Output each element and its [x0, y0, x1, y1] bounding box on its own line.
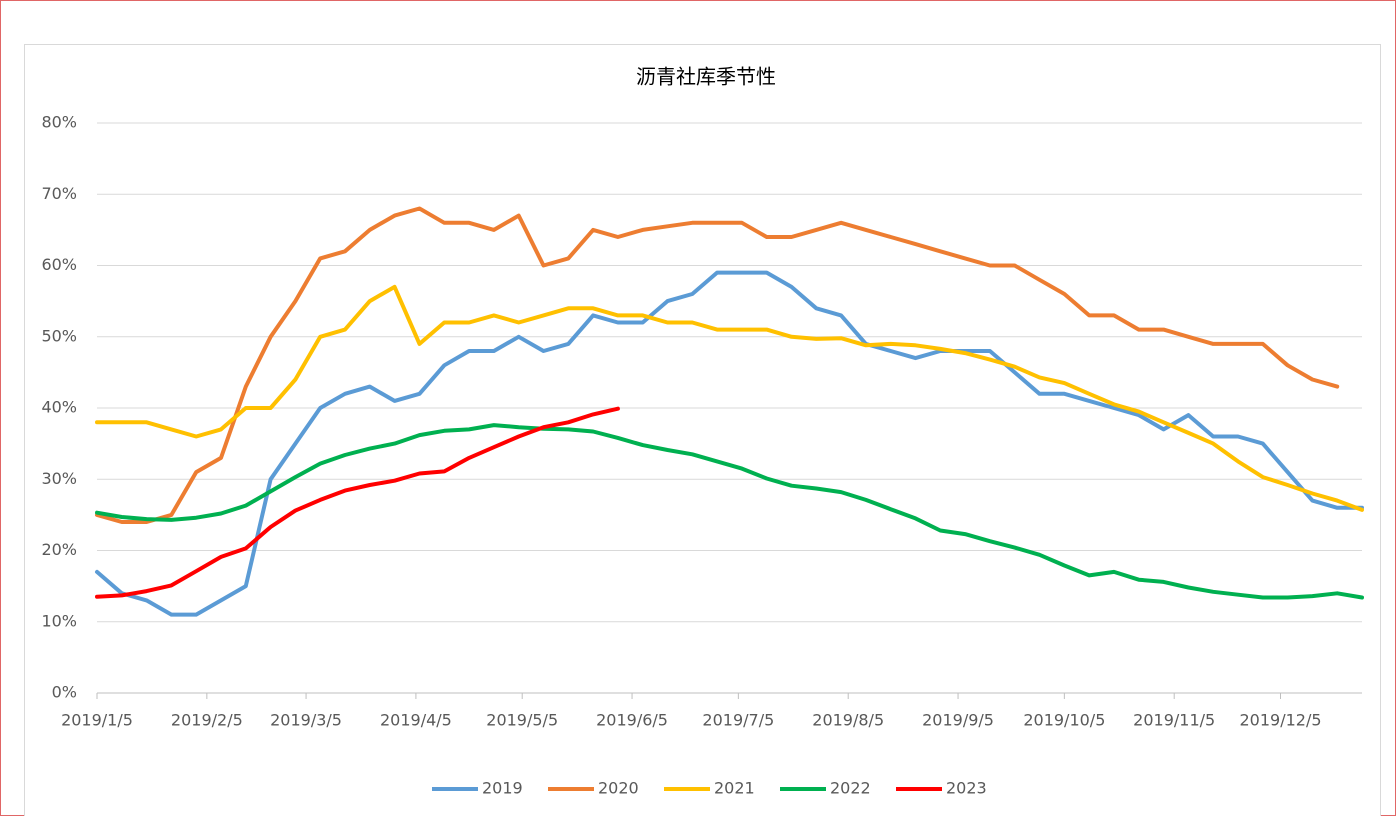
- legend-label: 2022: [830, 779, 871, 798]
- y-tick-label: 50%: [41, 326, 77, 345]
- x-tick-label: 2019/3/5: [270, 711, 342, 730]
- x-tick-label: 2019/1/5: [61, 711, 133, 730]
- x-tick-label: 2019/7/5: [702, 711, 774, 730]
- chart-title: 沥青社库季节性: [636, 65, 776, 89]
- legend-label: 2023: [946, 779, 987, 798]
- chart-area: [24, 44, 1381, 816]
- y-tick-label: 70%: [41, 184, 77, 203]
- legend-label: 2021: [714, 779, 755, 798]
- y-tick-label: 80%: [41, 113, 77, 132]
- x-tick-label: 2019/12/5: [1239, 711, 1321, 730]
- x-tick-label: 2019/6/5: [596, 711, 668, 730]
- y-tick-label: 20%: [41, 540, 77, 559]
- x-tick-label: 2019/10/5: [1023, 711, 1105, 730]
- legend-label: 2019: [482, 779, 523, 798]
- series-line: [95, 406, 620, 599]
- x-tick-label: 2019/9/5: [922, 711, 994, 730]
- y-tick-label: 60%: [41, 255, 77, 274]
- legend-label: 2020: [598, 779, 639, 798]
- series-line: [95, 206, 1340, 524]
- series-line: [95, 423, 1364, 600]
- y-tick-label: 40%: [41, 398, 77, 417]
- x-tick-label: 2019/4/5: [380, 711, 452, 730]
- x-tick-label: 2019/11/5: [1133, 711, 1215, 730]
- y-tick-label: 30%: [41, 469, 77, 488]
- series-line: [95, 284, 1364, 512]
- series-line: [95, 270, 1364, 617]
- x-tick-label: 2019/5/5: [486, 711, 558, 730]
- y-tick-label: 10%: [41, 611, 77, 630]
- x-tick-label: 2019/2/5: [171, 711, 243, 730]
- x-tick-label: 2019/8/5: [812, 711, 884, 730]
- y-tick-label: 0%: [52, 683, 77, 702]
